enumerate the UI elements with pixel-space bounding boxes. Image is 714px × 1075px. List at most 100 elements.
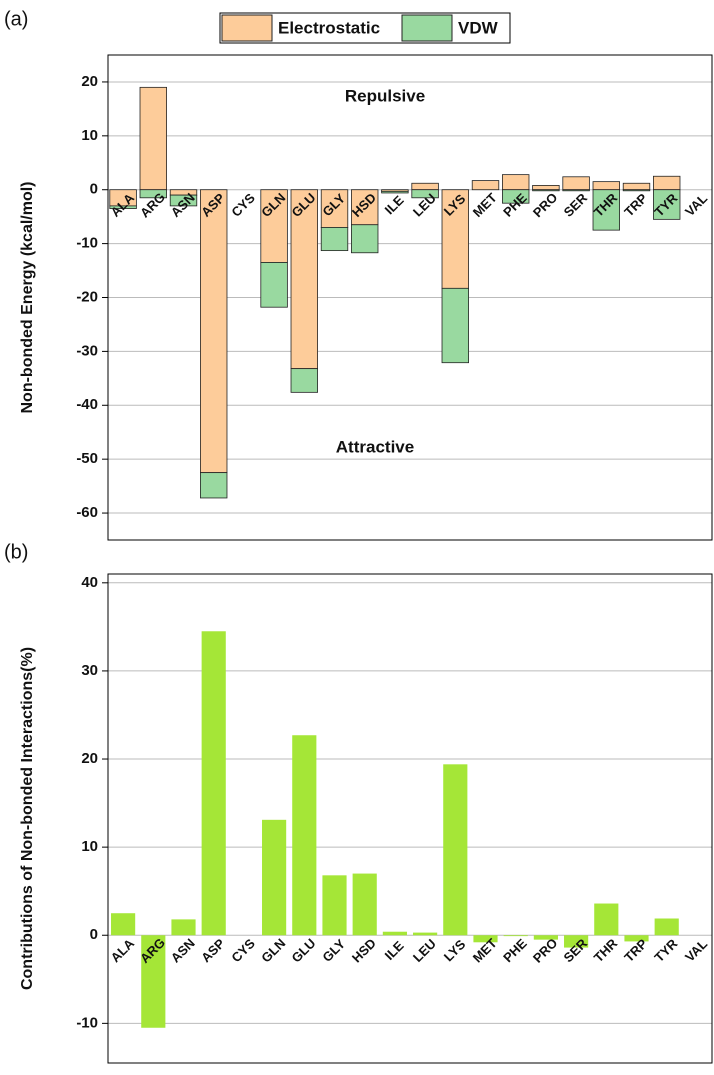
bar-segment <box>411 189 439 199</box>
bar-segment <box>290 368 318 393</box>
bar-segment <box>290 189 318 370</box>
x-tick-label: THR <box>591 935 621 965</box>
bar-segment <box>441 189 469 289</box>
bar-segment <box>169 194 198 207</box>
bar-segment <box>502 189 530 204</box>
bar <box>352 873 377 936</box>
bar-segment <box>592 181 620 191</box>
bar-segment <box>532 189 560 192</box>
y-axis-label: Contributions of Non-bonded Interactions… <box>19 647 36 990</box>
x-tick-label: ASN <box>168 935 198 965</box>
y-tick-label: 0 <box>90 926 98 943</box>
y-tick-label: -10 <box>76 1014 98 1031</box>
bar <box>111 913 136 936</box>
x-tick-label: VAL <box>682 936 710 964</box>
bar-segment <box>653 175 681 191</box>
bar-segment <box>320 227 349 252</box>
y-tick-label: 0 <box>90 181 98 198</box>
y-tick-label: 10 <box>81 127 98 144</box>
x-tick-label: MET <box>470 190 500 220</box>
y-tick-label: -50 <box>76 450 98 467</box>
plot-frame <box>107 54 713 541</box>
x-tick-label: PRO <box>530 190 561 221</box>
bar-segment <box>592 189 620 231</box>
annotation: Attractive <box>336 437 414 456</box>
bar <box>322 875 347 936</box>
bar-segment <box>139 189 167 199</box>
y-tick-label: 20 <box>81 750 98 767</box>
bar-segment <box>653 189 681 220</box>
x-tick-label: CYS <box>228 190 258 220</box>
bar-segment <box>200 189 228 474</box>
bar <box>503 935 528 937</box>
bar <box>624 935 649 942</box>
x-tick-label: LYS <box>441 936 469 964</box>
x-tick-label: HSD <box>349 935 379 965</box>
x-tick-label: GLN <box>258 935 288 965</box>
annotation: Repulsive <box>345 86 425 105</box>
x-tick-label: GLU <box>289 935 319 965</box>
legend-label: Electrostatic <box>278 18 380 37</box>
y-tick-label: 30 <box>81 662 98 679</box>
x-tick-label: ASP <box>198 936 228 966</box>
y-tick-label: -30 <box>76 342 98 359</box>
x-tick-label: TRP <box>621 190 650 219</box>
bar <box>564 935 589 948</box>
bar <box>594 903 619 936</box>
bar-segment <box>200 472 228 499</box>
bar-segment <box>381 190 409 194</box>
bar <box>201 631 226 936</box>
y-tick-label: -40 <box>76 396 98 413</box>
y-tick-label: 20 <box>81 73 98 90</box>
bar-segment <box>562 176 590 191</box>
bar <box>171 919 196 936</box>
panel-label: (a) <box>4 8 28 30</box>
bar-segment <box>562 189 590 192</box>
x-tick-label: TYR <box>651 936 680 965</box>
y-tick-label: -60 <box>76 504 98 521</box>
legend-swatch <box>401 14 453 42</box>
bar-segment <box>441 287 469 364</box>
x-tick-label: CYS <box>228 936 258 966</box>
bar-segment <box>351 189 379 226</box>
bar <box>292 735 317 936</box>
y-tick-label: -20 <box>76 288 98 305</box>
y-axis-label: Non-bonded Energy (kcal/mol) <box>19 181 36 413</box>
legend-swatch <box>221 14 273 42</box>
y-tick-label: 40 <box>81 574 98 591</box>
bar-segment <box>109 205 137 209</box>
bar-segment <box>471 180 500 191</box>
x-tick-label: PRO <box>530 935 561 966</box>
y-tick-label: -10 <box>76 235 98 252</box>
bar-segment <box>622 182 651 191</box>
bar <box>382 931 407 936</box>
bar-segment <box>502 174 530 191</box>
plot-frame <box>107 573 713 1064</box>
legend-label: VDW <box>458 18 499 37</box>
bar <box>473 935 498 943</box>
bar <box>262 819 287 936</box>
x-tick-label: ALA <box>108 935 138 965</box>
x-tick-label: LEU <box>410 936 439 965</box>
x-tick-label: GLY <box>319 936 348 965</box>
bar-segment <box>139 86 167 191</box>
x-tick-label: ILE <box>382 938 407 963</box>
bar-segment <box>260 189 288 263</box>
x-tick-label: ILE <box>382 192 407 217</box>
x-tick-label: PHE <box>500 936 530 966</box>
bar <box>413 932 438 936</box>
bar-segment <box>320 189 349 228</box>
bar-segment <box>351 224 379 254</box>
panel-label: (b) <box>4 541 28 563</box>
bar-segment <box>622 189 651 192</box>
bar <box>533 935 558 940</box>
x-tick-label: VAL <box>682 191 710 219</box>
bar <box>141 935 166 1028</box>
x-tick-label: SER <box>561 190 591 220</box>
bar-segment <box>411 182 439 191</box>
bar <box>443 764 468 936</box>
bar-segment <box>532 185 560 191</box>
y-tick-label: 10 <box>81 838 98 855</box>
bar-segment <box>260 262 288 308</box>
